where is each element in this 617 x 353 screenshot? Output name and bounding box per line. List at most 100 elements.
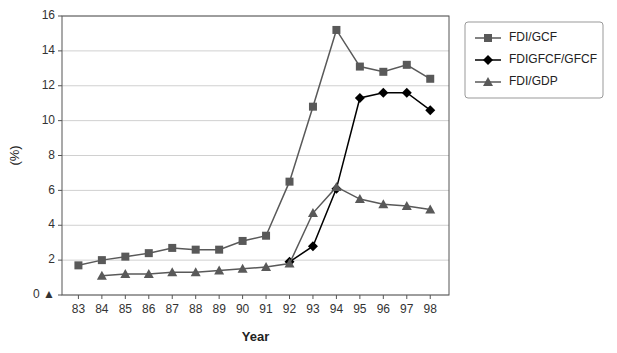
marker — [145, 249, 153, 257]
marker — [355, 194, 365, 203]
marker — [239, 237, 247, 245]
marker — [484, 34, 492, 42]
marker — [356, 63, 364, 71]
x-tick-label: 85 — [119, 302, 133, 316]
y-tick-label: 0 ▲ — [33, 287, 55, 301]
marker — [168, 244, 176, 252]
x-tick-label: 96 — [377, 302, 391, 316]
series-group — [74, 26, 435, 280]
y-tick — [58, 120, 62, 121]
x-tick — [383, 295, 384, 299]
y-grid-line — [62, 260, 449, 261]
y-grid-line — [62, 50, 449, 51]
x-tick — [430, 295, 431, 299]
legend: FDI/GCF FDIGFCF/GFCF FDI/GDP — [465, 22, 603, 98]
marker — [331, 182, 341, 191]
x-tick-label: 92 — [283, 302, 297, 316]
y-tick — [58, 50, 62, 51]
x-tick — [242, 295, 243, 299]
y-tick — [58, 155, 62, 156]
y-tick — [58, 225, 62, 226]
x-tick-label: 87 — [166, 302, 180, 316]
x-tick-label: 86 — [142, 302, 156, 316]
axes: 0 ▲2468101214168384858687888990919293949… — [33, 8, 449, 316]
marker — [308, 208, 318, 217]
legend-label: FDI/GCF — [509, 30, 557, 44]
marker — [262, 232, 270, 240]
x-axis-label: Year — [242, 329, 269, 344]
marker — [98, 256, 106, 264]
marker — [144, 269, 154, 278]
y-tick-label: 12 — [42, 78, 56, 92]
marker — [214, 266, 224, 275]
marker — [332, 26, 340, 34]
x-tick — [195, 295, 196, 299]
x-tick-label: 95 — [353, 302, 367, 316]
x-tick-label: 84 — [95, 302, 109, 316]
marker — [74, 261, 82, 269]
marker — [425, 205, 435, 214]
y-grid-line — [62, 225, 449, 226]
marker — [261, 262, 271, 271]
marker — [238, 264, 248, 273]
y-grid-line — [62, 120, 449, 121]
y-tick-label: 8 — [48, 148, 55, 162]
marker — [403, 61, 411, 69]
marker — [483, 55, 493, 65]
y-tick-label: 16 — [42, 8, 56, 22]
y-tick — [58, 85, 62, 86]
x-tick — [406, 295, 407, 299]
x-tick — [172, 295, 173, 299]
series-line — [78, 30, 430, 265]
marker — [192, 246, 200, 254]
marker — [483, 77, 493, 86]
marker — [215, 246, 223, 254]
series-line — [102, 187, 430, 276]
marker — [285, 259, 295, 268]
marker — [191, 267, 201, 276]
x-tick — [101, 295, 102, 299]
y-tick-label: 10 — [42, 113, 56, 127]
x-tick-label: 93 — [306, 302, 320, 316]
marker — [425, 105, 435, 115]
marker — [402, 201, 412, 210]
marker — [167, 267, 177, 276]
x-tick-label: 88 — [189, 302, 203, 316]
marker — [426, 75, 434, 83]
y-axis-label: (%) — [7, 145, 22, 165]
x-tick — [312, 295, 313, 299]
marker — [402, 88, 412, 98]
x-tick — [266, 295, 267, 299]
legend-label: FDIGFCF/GFCF — [509, 52, 597, 66]
x-tick-label: 83 — [72, 302, 86, 316]
y-grid-line — [62, 155, 449, 156]
legend-label: FDI/GDP — [509, 74, 558, 88]
marker — [97, 271, 107, 280]
series-line — [290, 93, 431, 262]
y-tick-label: 4 — [48, 217, 55, 231]
marker — [120, 269, 130, 278]
marker — [308, 241, 318, 251]
y-tick-label: 14 — [42, 43, 56, 57]
x-tick-label: 98 — [424, 302, 438, 316]
x-tick — [336, 295, 337, 299]
y-tick — [58, 16, 62, 17]
legend-box — [465, 22, 603, 98]
x-tick — [125, 295, 126, 299]
y-tick — [58, 295, 62, 296]
marker — [286, 178, 294, 186]
marker — [285, 257, 295, 267]
grid — [62, 16, 449, 295]
x-tick-label: 97 — [400, 302, 414, 316]
x-tick — [289, 295, 290, 299]
marker — [378, 88, 388, 98]
x-tick-label: 89 — [212, 302, 226, 316]
y-grid-line — [62, 85, 449, 86]
marker — [309, 103, 317, 111]
y-grid-line — [62, 190, 449, 191]
x-tick — [78, 295, 79, 299]
marker — [355, 93, 365, 103]
x-tick-label: 94 — [330, 302, 344, 316]
marker — [379, 68, 387, 76]
x-tick — [359, 295, 360, 299]
